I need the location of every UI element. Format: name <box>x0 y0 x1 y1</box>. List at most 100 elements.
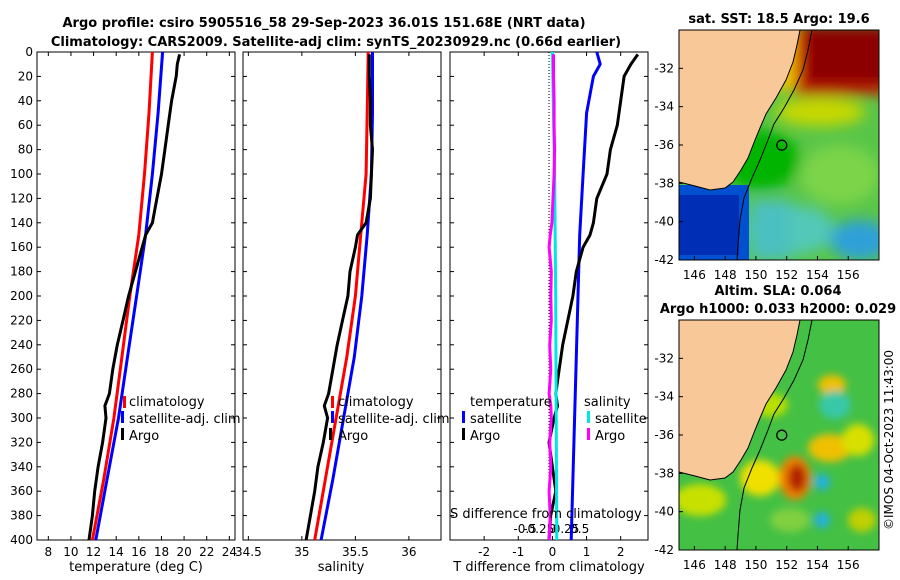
legend-swatch-t-argo <box>462 428 465 440</box>
temperature-legend: climatology satellite-adj. clim Argo <box>121 395 241 444</box>
depth-tick-label: 300 <box>10 411 33 425</box>
legend-label-climatology: climatology <box>129 395 205 410</box>
legend-label-climatology: climatology <box>338 395 414 410</box>
depth-tick-label: 360 <box>10 484 33 498</box>
lat-tick-label: -42 <box>654 543 674 557</box>
legend-swatch-satellite-adj <box>331 411 334 423</box>
t-difference-tick-labels: -2 -1 0 1 2 <box>450 51 648 559</box>
legend-title-temperature: temperature <box>470 395 552 410</box>
legend-label-s-satellite: satellite <box>595 412 647 427</box>
lat-tick-label: -38 <box>654 466 674 480</box>
x-tick-label: 36 <box>401 545 416 559</box>
sla-lon-tick-labels: 146 148 150 152 154 156 <box>683 546 860 572</box>
sst-lat-tick-labels: -32 -34 -36 -38 -40 -42 <box>654 61 683 267</box>
depth-tick-label: 220 <box>10 313 33 327</box>
x-tick-label: 0 <box>549 545 557 559</box>
series-line-satellite-adj-clim <box>94 51 165 541</box>
figure-title-line1: Argo profile: csiro 5905516_58 29-Sep-20… <box>62 16 585 31</box>
depth-tick-label: 200 <box>10 289 33 303</box>
depth-tick-label: 20 <box>18 69 33 83</box>
lon-tick-label: 148 <box>714 268 737 282</box>
s-diff-tick-label: -0.5 <box>513 522 536 536</box>
lat-tick-label: -38 <box>654 176 674 190</box>
depth-tick-label: 320 <box>10 435 33 449</box>
lon-tick-label: 146 <box>683 268 706 282</box>
temperature-panel: 0 20 40 60 80 100 120 140 160 180 200 220 240 260 280 3… <box>10 45 241 575</box>
lon-tick-label: 154 <box>806 558 829 572</box>
lat-tick-label: -42 <box>654 253 674 267</box>
lat-tick-label: -36 <box>654 138 674 152</box>
x-tick-label: 35.5 <box>342 545 369 559</box>
salinity-axis-label: salinity <box>318 560 365 575</box>
imos-credit: ©IMOS 04-Oct-2023 11:43:00 <box>882 350 896 530</box>
legend-swatch-s-argo <box>587 428 590 440</box>
x-tick-label: 1 <box>583 545 591 559</box>
s-diff-tick-label: -0.25 <box>523 522 554 536</box>
series-line-argo <box>87 54 182 541</box>
argo-location-marker <box>776 139 788 151</box>
x-tick-label: 34.5 <box>235 545 262 559</box>
lon-tick-label: 150 <box>744 268 767 282</box>
salinity-tick-labels: 34.5 35 35.5 36 <box>235 51 441 559</box>
legend-label-satellite-adj: satellite-adj. clim <box>338 412 450 427</box>
series-line-climatology <box>313 51 370 541</box>
legend-swatch-t-satellite <box>462 411 465 423</box>
sla-field <box>679 320 879 550</box>
legend-label-argo: Argo <box>129 429 159 444</box>
salinity-legend: climatology satellite-adj. clim Argo <box>329 395 450 444</box>
sst-field <box>679 30 879 260</box>
sla-lat-tick-labels: -32 -34 -36 -38 -40 -42 <box>654 351 683 557</box>
lat-tick-label: -40 <box>654 505 674 519</box>
x-tick-label: 12 <box>86 545 101 559</box>
depth-tick-label: 380 <box>10 509 33 523</box>
depth-tick-label: 180 <box>10 265 33 279</box>
legend-title-salinity: salinity <box>584 395 631 410</box>
depth-tick-label: 80 <box>18 143 33 157</box>
depth-tick-label: 60 <box>18 118 33 132</box>
depth-tick-label: 160 <box>10 240 33 254</box>
x-tick-label: 8 <box>44 545 52 559</box>
figure-title-line2: Climatology: CARS2009. Satellite-adj cli… <box>51 35 621 50</box>
x-tick-label: 24 <box>222 545 237 559</box>
x-tick-label: 14 <box>109 545 124 559</box>
lat-tick-label: -34 <box>654 390 674 404</box>
legend-swatch-climatology <box>123 396 126 408</box>
sst-map: sat. SST: 18.5 Argo: 19.6 146 148 150 152 1 <box>654 12 880 282</box>
sla-map-title-line1: Altim. SLA: 0.064 <box>715 284 842 299</box>
lon-tick-label: 150 <box>744 558 767 572</box>
depth-tick-label: 40 <box>18 94 33 108</box>
t-difference-axis-label: T difference from climatology <box>452 560 645 575</box>
salinity-panel: 34.5 35 35.5 36 salinity climatology satell… <box>235 51 450 575</box>
salinity-profiles <box>304 51 374 541</box>
x-tick-label: 10 <box>63 545 78 559</box>
depth-tick-label: 340 <box>10 460 33 474</box>
depth-tick-label: 120 <box>10 191 33 205</box>
lat-tick-label: -40 <box>654 215 674 229</box>
s-diff-tick-label: 0.5 <box>570 522 589 536</box>
depth-tick-label: 260 <box>10 362 33 376</box>
legend-swatch-argo <box>121 428 124 440</box>
x-tick-label: -1 <box>512 545 524 559</box>
temperature-profiles <box>87 51 182 541</box>
lat-tick-label: -32 <box>654 61 674 75</box>
lon-tick-label: 152 <box>775 268 798 282</box>
depth-tick-label: 240 <box>10 338 33 352</box>
legend-label-t-satellite: satellite <box>470 412 522 427</box>
s-difference-axis-label: S difference from climatology <box>450 507 642 522</box>
lat-tick-label: -32 <box>654 351 674 365</box>
depth-tick-label: 140 <box>10 216 33 230</box>
legend-swatch-s-satellite <box>587 411 590 423</box>
lon-tick-label: 148 <box>714 558 737 572</box>
x-tick-label: 2 <box>617 545 625 559</box>
legend-label-argo: Argo <box>338 429 368 444</box>
temperature-axis-label: temperature (deg C) <box>69 560 203 575</box>
difference-profiles <box>547 51 640 541</box>
legend-label-t-argo: Argo <box>470 429 500 444</box>
land-mass <box>679 320 800 480</box>
depth-tick-labels: 0 20 40 60 80 100 120 140 160 180 200 220 240 260 280 3… <box>10 45 33 547</box>
legend-label-s-argo: Argo <box>595 429 625 444</box>
lat-tick-label: -36 <box>654 428 674 442</box>
x-tick-label: 16 <box>131 545 146 559</box>
x-tick-label: 35 <box>294 545 309 559</box>
